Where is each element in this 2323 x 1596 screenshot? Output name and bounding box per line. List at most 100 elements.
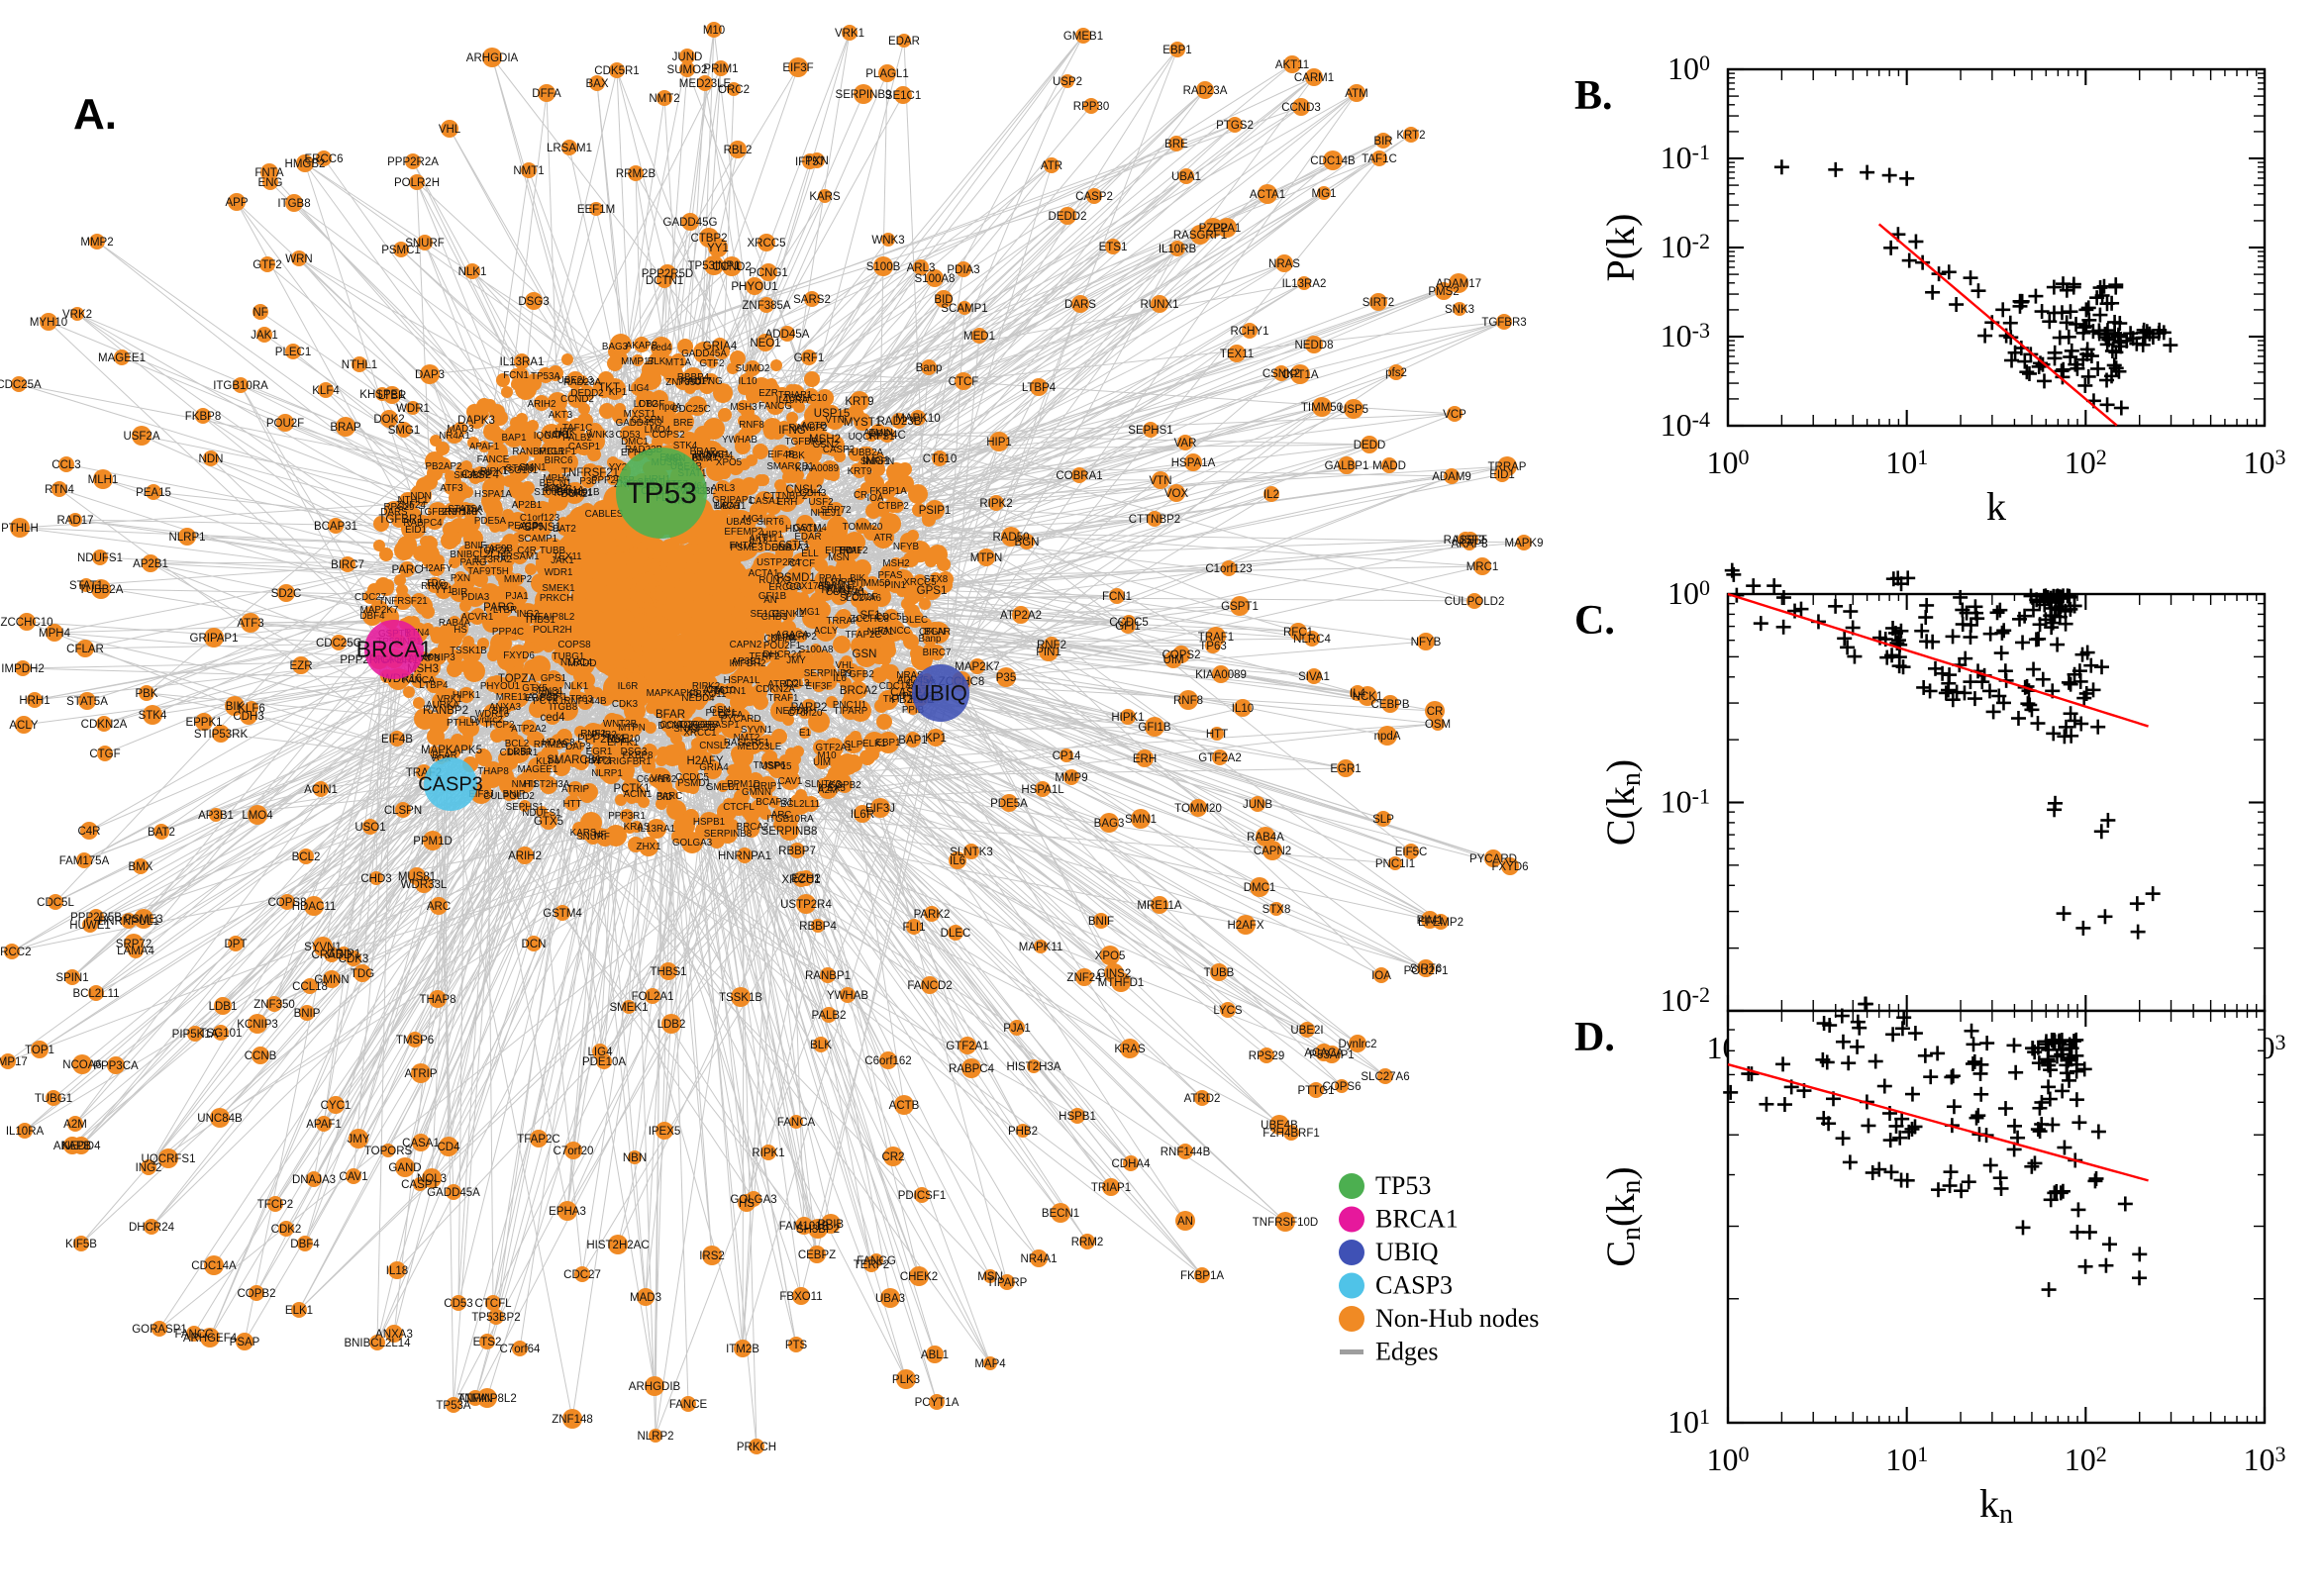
svg-text:XRCC5: XRCC5: [748, 238, 786, 249]
svg-text:PDE5A: PDE5A: [990, 798, 1028, 810]
svg-text:NMT1: NMT1: [513, 165, 544, 177]
svg-text:Banp: Banp: [916, 362, 943, 374]
svg-text:MAP2K7: MAP2K7: [955, 661, 999, 673]
svg-text:GRIPAP1: GRIPAP1: [190, 633, 239, 645]
svg-text:ARC: ARC: [427, 901, 451, 913]
svg-text:CHD3: CHD3: [360, 873, 391, 885]
svg-text:TSSK1B: TSSK1B: [719, 992, 762, 1004]
svg-text:PSIP1: PSIP1: [919, 505, 952, 517]
svg-text:LDB2: LDB2: [657, 1019, 686, 1031]
svg-text:DCN: DCN: [522, 939, 547, 950]
svg-text:BGN: BGN: [1015, 537, 1040, 549]
svg-text:NTHL1: NTHL1: [342, 359, 377, 371]
svg-text:PPM1D: PPM1D: [413, 836, 453, 848]
svg-text:BAP1: BAP1: [898, 735, 927, 747]
svg-text:PCNG1: PCNG1: [749, 267, 788, 279]
svg-text:LRSAM1: LRSAM1: [547, 143, 592, 154]
svg-text:MTPN: MTPN: [970, 552, 1003, 564]
svg-text:EZH2: EZH2: [791, 873, 820, 885]
svg-text:CLSPN: CLSPN: [384, 805, 422, 817]
svg-text:KHSPE1: KHSPE1: [359, 389, 404, 401]
svg-text:DSG3: DSG3: [518, 296, 549, 308]
svg-text:CTCF: CTCF: [949, 376, 979, 388]
svg-text:COBRA1: COBRA1: [1056, 470, 1102, 482]
svg-text:NLK1: NLK1: [458, 266, 487, 278]
svg-text:P35: P35: [996, 672, 1016, 684]
svg-text:EIF3J: EIF3J: [865, 803, 895, 815]
svg-text:BRAP: BRAP: [330, 422, 361, 434]
svg-text:GSN: GSN: [853, 648, 877, 660]
svg-text:ATP2A2: ATP2A2: [1000, 610, 1042, 622]
svg-text:WDR33L: WDR33L: [401, 879, 448, 891]
svg-text:ARIH2: ARIH2: [508, 850, 542, 862]
svg-text:STIP53RK: STIP53RK: [194, 729, 249, 741]
svg-text:SLNTK3: SLNTK3: [950, 847, 992, 858]
svg-text:GADD45G: GADD45G: [663, 217, 718, 229]
svg-text:SMEK1: SMEK1: [610, 1002, 649, 1014]
svg-text:CP14: CP14: [1053, 750, 1081, 762]
svg-text:THBS1: THBS1: [650, 966, 686, 978]
svg-text:DAP3: DAP3: [415, 369, 445, 381]
svg-text:CCND2: CCND2: [712, 261, 752, 273]
svg-text:FLI1: FLI1: [902, 922, 925, 934]
svg-text:GRF1: GRF1: [794, 352, 825, 364]
svg-text:PDIA3: PDIA3: [947, 264, 979, 276]
svg-text:BCL2: BCL2: [292, 851, 321, 863]
svg-text:PARC: PARC: [391, 564, 422, 576]
svg-text:SERPINB8: SERPINB8: [761, 826, 818, 838]
svg-text:USTP2R4: USTP2R4: [780, 899, 832, 911]
svg-text:POU2F: POU2F: [266, 418, 304, 430]
svg-text:HIP1: HIP1: [986, 437, 1012, 449]
svg-text:RBL2: RBL2: [724, 145, 753, 156]
svg-text:HSPA1L: HSPA1L: [1021, 784, 1064, 796]
svg-text:PALB2: PALB2: [812, 1010, 847, 1022]
svg-text:PLEC1: PLEC1: [275, 347, 311, 358]
svg-text:PHYOU1: PHYOU1: [731, 281, 777, 293]
svg-text:EEF1M: EEF1M: [577, 204, 615, 216]
svg-text:RIPK2: RIPK2: [979, 498, 1012, 510]
svg-text:BIK: BIK: [226, 701, 245, 713]
svg-text:USO1: USO1: [354, 822, 385, 834]
svg-text:THAP8: THAP8: [419, 994, 455, 1006]
svg-text:S100B: S100B: [866, 261, 901, 273]
svg-text:CTBP2: CTBP2: [690, 233, 727, 245]
svg-text:ADD45A: ADD45A: [765, 329, 810, 341]
svg-text:ATF3: ATF3: [237, 618, 263, 630]
svg-text:CDC25C: CDC25C: [316, 638, 361, 649]
svg-text:BCAP31: BCAP31: [314, 521, 357, 533]
svg-text:RBBP7: RBBP7: [778, 846, 816, 857]
svg-text:YWHAB: YWHAB: [827, 990, 869, 1002]
svg-text:FCN1: FCN1: [1102, 591, 1132, 603]
svg-text:DOK2: DOK2: [373, 414, 404, 426]
svg-text:PSMC1: PSMC1: [381, 245, 421, 256]
svg-text:MMP9: MMP9: [1055, 772, 1087, 784]
svg-text:HNRNPA1: HNRNPA1: [718, 850, 771, 862]
svg-text:SARS2: SARS2: [793, 294, 831, 306]
svg-text:PARK2: PARK2: [914, 909, 951, 921]
svg-text:ced4: ced4: [541, 712, 566, 724]
svg-text:RRM2B: RRM2B: [616, 168, 656, 180]
svg-text:ZNF385A: ZNF385A: [742, 300, 791, 312]
svg-text:KP1: KP1: [925, 733, 947, 745]
svg-text:WNK3: WNK3: [871, 235, 904, 247]
svg-text:EIF4B: EIF4B: [381, 734, 413, 746]
svg-text:BRCA2: BRCA2: [840, 685, 877, 697]
svg-text:RNF2: RNF2: [1037, 640, 1066, 651]
svg-text:LMO4: LMO4: [242, 810, 273, 822]
svg-text:MED1: MED1: [963, 331, 995, 343]
svg-text:RANBP1: RANBP1: [805, 970, 851, 982]
svg-text:ACIN1: ACIN1: [304, 784, 338, 796]
svg-text:SD2C: SD2C: [271, 588, 302, 600]
svg-text:CT610: CT610: [923, 453, 958, 465]
svg-text:KLF4: KLF4: [312, 385, 340, 397]
svg-text:KARS: KARS: [809, 191, 841, 203]
svg-text:MAPK10: MAPK10: [895, 413, 940, 425]
svg-text:GSTM4: GSTM4: [543, 908, 582, 920]
svg-text:PXN: PXN: [805, 155, 829, 167]
svg-text:KRT9: KRT9: [845, 396, 873, 408]
svg-text:BIRC7: BIRC7: [331, 559, 364, 571]
svg-text:DLEC: DLEC: [941, 928, 971, 940]
svg-text:RBBP4: RBBP4: [799, 921, 837, 933]
svg-text:LTBP4: LTBP4: [1022, 382, 1057, 394]
svg-text:SCAMP1: SCAMP1: [941, 303, 987, 315]
